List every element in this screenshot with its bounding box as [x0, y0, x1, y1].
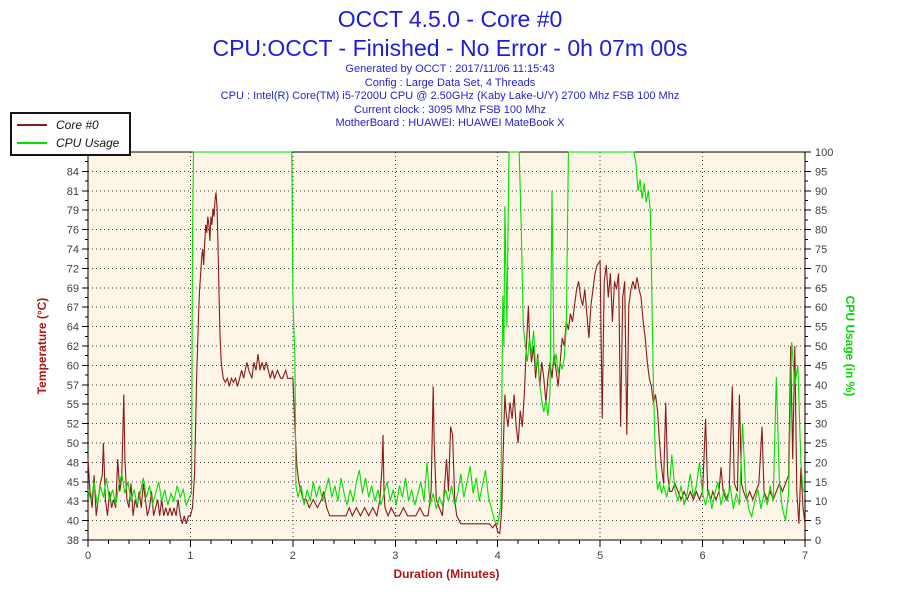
legend-label-cpu-usage: CPU Usage — [56, 135, 120, 150]
y-right-tick-label: 95 — [815, 166, 827, 178]
y-left-tick-label: 45 — [67, 477, 79, 489]
y-left-tick-label: 69 — [67, 283, 79, 295]
y-right-tick-label: 50 — [815, 341, 827, 353]
x-tick-label: 1 — [187, 550, 193, 562]
x-tick-label: 0 — [85, 550, 91, 562]
y-left-tick-label: 40 — [67, 516, 79, 528]
x-axis-title: Duration (Minutes) — [394, 567, 500, 581]
y-left-tick-label: 64 — [67, 322, 79, 334]
legend-label-core0: Core #0 — [56, 117, 99, 132]
y-left-axis-title: Temperature (°C) — [35, 298, 49, 395]
y-left-tick-label: 74 — [67, 244, 79, 256]
y-left-tick-label: 38 — [67, 535, 79, 547]
y-left-tick-label: 67 — [67, 302, 79, 314]
legend-box: Core #0 CPU Usage — [10, 112, 132, 156]
y-left-tick-label: 72 — [67, 263, 79, 275]
y-right-tick-label: 80 — [815, 225, 827, 237]
y-right-tick-label: 15 — [815, 477, 827, 489]
y-right-tick-label: 55 — [815, 322, 827, 334]
y-right-tick-label: 0 — [815, 535, 821, 547]
y-left-tick-label: 79 — [67, 205, 79, 217]
y-right-tick-label: 40 — [815, 380, 827, 392]
x-tick-label: 3 — [392, 550, 398, 562]
y-right-tick-label: 100 — [815, 147, 833, 159]
x-tick-label: 7 — [802, 550, 808, 562]
y-right-tick-label: 20 — [815, 457, 827, 469]
x-tick-label: 6 — [700, 550, 706, 562]
y-right-tick-label: 30 — [815, 419, 827, 431]
y-right-tick-label: 85 — [815, 205, 827, 217]
y-left-tick-label: 50 — [67, 438, 79, 450]
legend-item-cpu-usage: CPU Usage — [17, 134, 119, 151]
y-left-tick-label: 57 — [67, 380, 79, 392]
y-right-tick-label: 90 — [815, 186, 827, 198]
y-left-tick-label: 43 — [67, 496, 79, 508]
y-right-tick-label: 35 — [815, 399, 827, 411]
y-left-tick-label: 52 — [67, 419, 79, 431]
y-left-tick-label: 81 — [67, 186, 79, 198]
y-right-axis-title: CPU Usage (in %) — [843, 296, 857, 397]
y-right-tick-label: 45 — [815, 360, 827, 372]
y-left-tick-label: 55 — [67, 399, 79, 411]
x-tick-label: 2 — [290, 550, 296, 562]
y-right-tick-label: 70 — [815, 263, 827, 275]
series-line-cpu-usage — [87, 151, 806, 526]
core0-line-swatch — [17, 123, 47, 126]
y-left-tick-label: 60 — [67, 360, 79, 372]
y-left-tick-label: 62 — [67, 341, 79, 353]
y-right-tick-label: 60 — [815, 302, 827, 314]
y-right-tick-label: 75 — [815, 244, 827, 256]
x-tick-label: 5 — [597, 550, 603, 562]
legend-item-core0: Core #0 — [17, 116, 119, 133]
y-left-tick-label: 84 — [67, 166, 79, 178]
y-right-tick-label: 65 — [815, 283, 827, 295]
y-left-tick-label: 48 — [67, 457, 79, 469]
y-right-tick-label: 5 — [815, 516, 821, 528]
x-tick-label: 4 — [495, 550, 501, 562]
cpu-usage-line-swatch — [17, 141, 47, 144]
series-line-core-0 — [87, 192, 806, 535]
y-right-tick-label: 25 — [815, 438, 827, 450]
y-right-tick-label: 10 — [815, 496, 827, 508]
y-left-tick-label: 76 — [67, 225, 79, 237]
